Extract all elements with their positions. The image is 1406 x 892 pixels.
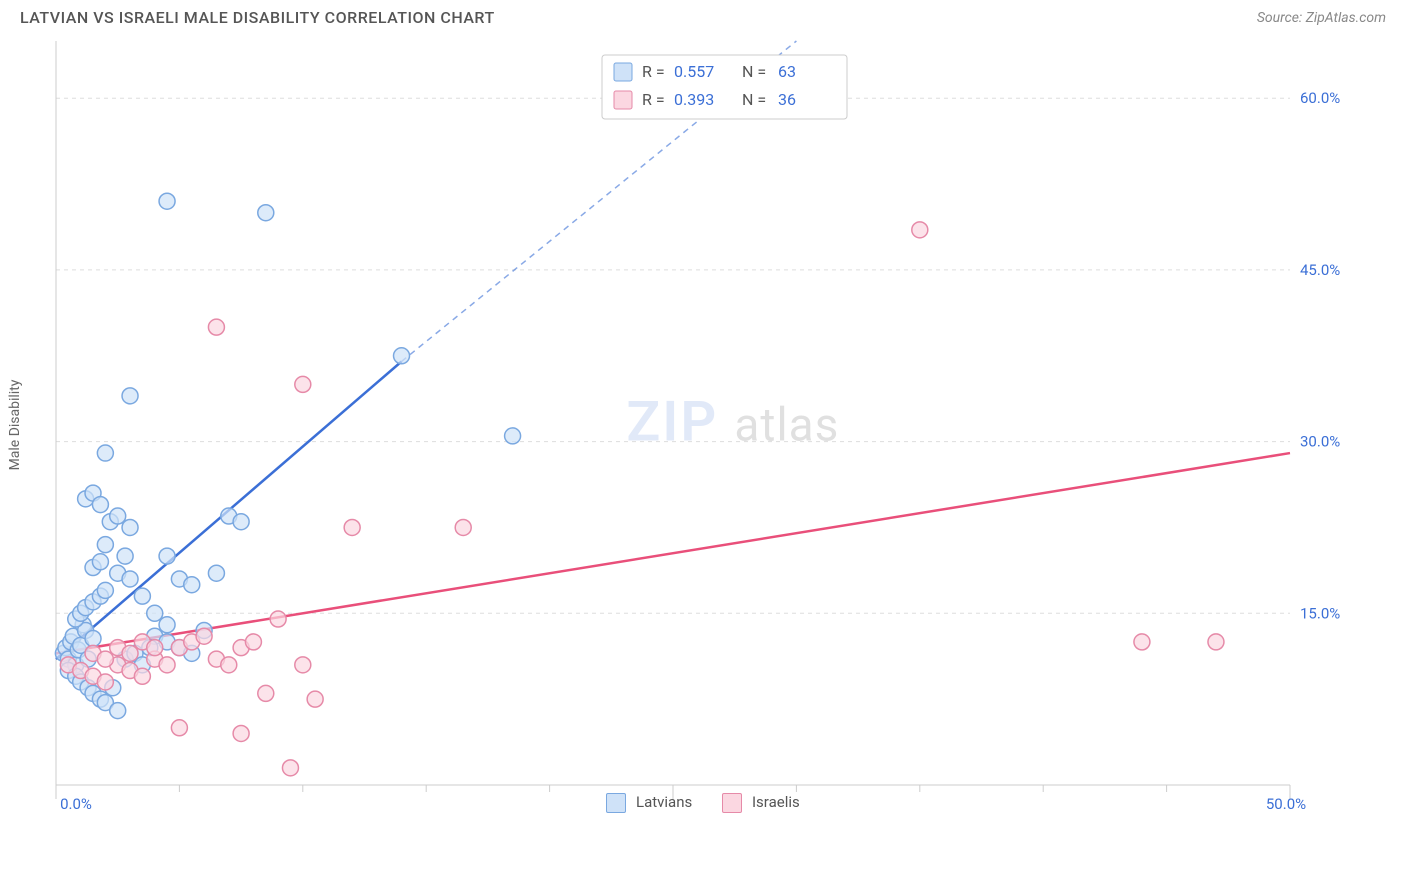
chart-title: LATVIAN VS ISRAELI MALE DISABILITY CORRE… <box>20 8 495 27</box>
svg-text:ZIP: ZIP <box>626 389 718 455</box>
y-axis-label: Male Disability <box>7 380 23 471</box>
svg-text:R =: R = <box>642 62 665 81</box>
svg-text:N =: N = <box>742 62 766 81</box>
svg-text:63: 63 <box>778 62 796 81</box>
svg-text:50.0%: 50.0% <box>1266 795 1306 813</box>
scatter-chart: 15.0% 30.0% 45.0% 60.0% 0.0% 50.0% ZIP atlas R =… <box>50 35 1360 815</box>
svg-text:15.0%: 15.0% <box>1300 604 1340 622</box>
svg-text:36: 36 <box>778 90 796 109</box>
svg-text:60.0%: 60.0% <box>1300 89 1340 107</box>
svg-text:N =: N = <box>742 90 766 109</box>
chart-container: Male Disability 15.0%30.0%45.0%60.0%0.0%… <box>50 35 1386 815</box>
svg-text:0.0%: 0.0% <box>60 795 92 813</box>
svg-text:30.0%: 30.0% <box>1300 433 1340 451</box>
svg-text:0.393: 0.393 <box>674 90 714 109</box>
svg-text:R =: R = <box>642 90 665 109</box>
svg-text:0.557: 0.557 <box>674 62 714 81</box>
chart-source: Source: ZipAtlas.com <box>1257 10 1386 26</box>
svg-text:atlas: atlas <box>734 399 839 453</box>
svg-text:45.0%: 45.0% <box>1300 261 1340 279</box>
